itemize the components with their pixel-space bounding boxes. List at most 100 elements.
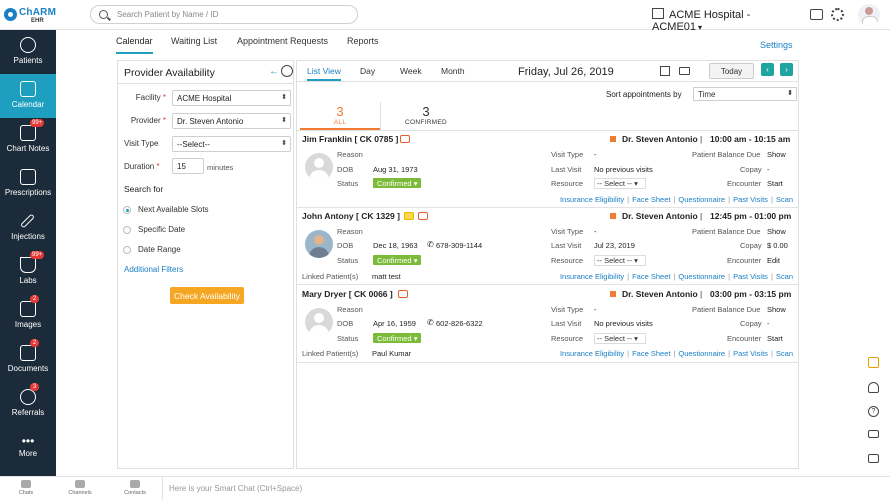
questionnaire-link[interactable]: Questionnaire	[678, 195, 726, 204]
last-visit-link[interactable]: Jul 23, 2019	[594, 241, 635, 250]
sidebar-item-more[interactable]: ••• More	[0, 432, 56, 476]
additional-filters-link[interactable]: Additional Filters	[124, 265, 184, 274]
insurance-eligibility-link[interactable]: Insurance Eligibility	[559, 272, 625, 281]
resource-select[interactable]: -- Select -- ▾	[594, 255, 646, 266]
hospital-selector[interactable]: ACME Hospital - ACME01 ▾	[652, 8, 802, 33]
sidebar-item-calendar[interactable]: Calendar	[0, 74, 56, 118]
questionnaire-link[interactable]: Questionnaire	[678, 272, 726, 281]
comment-icon[interactable]	[418, 212, 428, 220]
tab-reports[interactable]: Reports	[347, 36, 379, 46]
past-visits-link[interactable]: Past Visits	[733, 272, 768, 281]
linked-patient-link[interactable]: matt test	[372, 272, 401, 281]
sidebar-item-labs[interactable]: 99+ Labs	[0, 250, 56, 294]
count-all[interactable]: 3 ALL	[333, 104, 347, 126]
resource-select[interactable]: -- Select -- ▾	[594, 333, 646, 344]
calendar-picker-icon[interactable]	[660, 66, 670, 76]
tab-appointment-requests[interactable]: Appointment Requests	[237, 36, 329, 46]
channels-button[interactable]: Channels	[60, 480, 100, 496]
copay-label: Copay	[740, 165, 762, 174]
sidebar-item-images[interactable]: 2 Images	[0, 294, 56, 338]
count-confirmed[interactable]: 3 CONFIRMED	[404, 104, 448, 126]
clock-search-icon[interactable]	[281, 65, 293, 77]
balance-label: Patient Balance Due	[692, 227, 761, 236]
help-icon[interactable]: ?	[868, 406, 879, 417]
patient-name[interactable]: Jim Franklin [ CK 0785 ]	[302, 134, 399, 144]
balance-show-link[interactable]: Show	[767, 150, 786, 159]
scan-link[interactable]: Scan	[775, 272, 793, 281]
comment-icon[interactable]	[400, 135, 410, 143]
card-icon[interactable]	[868, 430, 879, 438]
settings-link[interactable]: Settings	[760, 40, 793, 50]
user-avatar[interactable]	[858, 4, 880, 26]
encounter-link[interactable]: Start	[767, 179, 783, 188]
facility-select[interactable]: ACME Hospital ⬍	[172, 90, 291, 106]
status-badge[interactable]: Confirmed ▾	[373, 333, 422, 343]
balance-show-link[interactable]: Show	[767, 227, 786, 236]
sidebar-item-prescriptions[interactable]: Prescriptions	[0, 162, 56, 206]
view-list[interactable]: List View	[307, 66, 341, 81]
smart-chat-input[interactable]: Here is your Smart Chat (Ctrl+Space)	[162, 477, 890, 500]
face-sheet-link[interactable]: Face Sheet	[632, 349, 671, 358]
face-sheet-link[interactable]: Face Sheet	[632, 272, 671, 281]
sidebar-item-injections[interactable]: Injections	[0, 206, 56, 250]
comment-icon[interactable]	[398, 290, 408, 298]
resource-select[interactable]: -- Select -- ▾	[594, 178, 646, 189]
scan-link[interactable]: Scan	[775, 349, 793, 358]
insurance-eligibility-link[interactable]: Insurance Eligibility	[559, 349, 625, 358]
gear-icon[interactable]	[831, 8, 844, 21]
questionnaire-link[interactable]: Questionnaire	[678, 349, 726, 358]
tab-calendar[interactable]: Calendar	[116, 36, 153, 54]
view-week[interactable]: Week	[400, 66, 422, 76]
balance-show-link[interactable]: Show	[767, 305, 786, 314]
phone-value: 602-826-6322	[436, 319, 483, 328]
face-sheet-link[interactable]: Face Sheet	[632, 195, 671, 204]
insurance-eligibility-link[interactable]: Insurance Eligibility	[559, 195, 625, 204]
patient-name[interactable]: Mary Dryer [ CK 0066 ]	[302, 289, 393, 299]
patient-search[interactable]	[90, 5, 358, 24]
appointment-row[interactable]: Mary Dryer [ CK 0066 ] Reason DOB Apr 16…	[297, 286, 798, 363]
radio-date-range[interactable]	[123, 246, 131, 254]
duration-input[interactable]: 15	[172, 158, 204, 174]
sidebar-item-documents[interactable]: 2 Documents	[0, 338, 56, 382]
plugin-icon[interactable]	[868, 382, 879, 393]
encounter-link[interactable]: Start	[767, 334, 783, 343]
sidebar: Patients Calendar 99+ Chart Notes Prescr…	[0, 30, 56, 476]
sidebar-item-patients[interactable]: Patients	[0, 30, 56, 74]
next-day-button[interactable]: ›	[780, 63, 793, 76]
encounter-link[interactable]: Edit	[767, 256, 780, 265]
view-month[interactable]: Month	[441, 66, 465, 76]
keyboard-icon[interactable]	[868, 454, 879, 463]
gift-icon[interactable]	[868, 357, 879, 368]
appointment-time: 10:00 am - 10:15 am	[710, 134, 791, 144]
patient-name[interactable]: John Antony [ CK 1329 ]	[302, 211, 400, 221]
prev-day-button[interactable]: ‹	[761, 63, 774, 76]
messages-icon[interactable]	[810, 9, 823, 20]
radio-next-available[interactable]	[123, 206, 131, 214]
tab-waiting-list[interactable]: Waiting List	[171, 36, 218, 46]
sort-select[interactable]: Time ⬍	[693, 87, 797, 101]
status-badge[interactable]: Confirmed ▾	[373, 255, 422, 265]
search-input[interactable]	[117, 8, 347, 21]
charm-ehr-logo[interactable]: ChARM EHR	[4, 4, 56, 26]
select-arrow-icon: ⬍	[281, 117, 287, 124]
sidebar-item-chart-notes[interactable]: 99+ Chart Notes	[0, 118, 56, 162]
contacts-button[interactable]: Contacts	[115, 480, 155, 496]
provider-select[interactable]: Dr. Steven Antonio ⬍	[172, 113, 291, 129]
appointment-row[interactable]: John Antony [ CK 1329 ] Reason DOB Dec 1…	[297, 208, 798, 285]
collapse-arrow-icon[interactable]: ←	[269, 66, 279, 77]
check-availability-button[interactable]: Check Availability	[170, 287, 244, 304]
status-badge[interactable]: Confirmed ▾	[373, 178, 422, 188]
phone-value: 678-309-1144	[436, 241, 483, 250]
past-visits-link[interactable]: Past Visits	[733, 195, 768, 204]
scan-link[interactable]: Scan	[775, 195, 793, 204]
sidebar-item-referrals[interactable]: 3 Referrals	[0, 382, 56, 426]
print-icon[interactable]	[679, 67, 690, 75]
past-visits-link[interactable]: Past Visits	[733, 349, 768, 358]
chats-button[interactable]: Chats	[6, 480, 46, 496]
visit-type-select[interactable]: --Select-- ⬍	[172, 136, 291, 152]
radio-specific-date[interactable]	[123, 226, 131, 234]
view-day[interactable]: Day	[360, 66, 376, 76]
appointment-row[interactable]: Jim Franklin [ CK 0785 ] Reason DOB Aug …	[297, 131, 798, 208]
today-button[interactable]: Today	[709, 63, 754, 79]
linked-patient-link[interactable]: Paul Kumar	[372, 349, 412, 358]
